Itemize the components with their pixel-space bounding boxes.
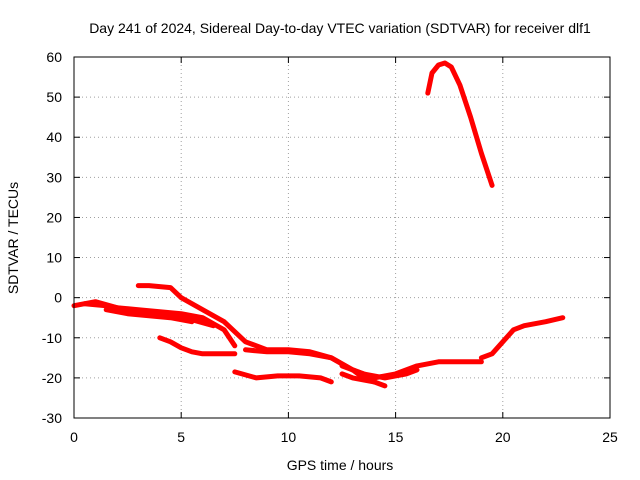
tick-labels: 0 5 10 15 20 25 -30 -20 -10 0 10 20 30 40 50 60 [42,49,618,445]
x-tick-label: 5 [177,429,185,445]
x-tick-label: 25 [602,429,618,445]
series-arc-9 [339,371,377,385]
x-tick-label: 20 [495,429,511,445]
data-series [71,60,566,389]
axes [73,56,611,419]
y-tick-label: 10 [46,250,62,266]
y-tick-label: 0 [54,290,62,306]
y-tick-label: 50 [46,89,62,105]
series-arc-10 [478,315,566,361]
series-arc-8 [339,363,420,381]
y-tick-label: 60 [46,49,62,65]
x-axis-label: GPS time / hours [287,457,394,473]
x-tick-label: 0 [70,429,78,445]
y-tick-label: 30 [46,169,62,185]
x-tick-label: 10 [281,429,297,445]
chart-title: Day 241 of 2024, Sidereal Day-to-day VTE… [89,20,591,36]
series-arc-11 [425,60,495,188]
series-arc-3 [103,307,195,325]
y-tick-label: -30 [42,410,62,426]
series-arc-5 [157,335,238,357]
grid [74,57,610,418]
y-tick-label: -10 [42,330,62,346]
plot-frame [73,56,611,419]
y-tick-label: 20 [46,209,62,225]
x-tick-label: 15 [388,429,404,445]
series-arc-4 [135,283,484,381]
y-axis-label: SDTVAR / TECUs [5,182,21,294]
series-arc-6 [232,369,334,385]
y-tick-label: 40 [46,129,62,145]
y-tick-label: -20 [42,370,62,386]
